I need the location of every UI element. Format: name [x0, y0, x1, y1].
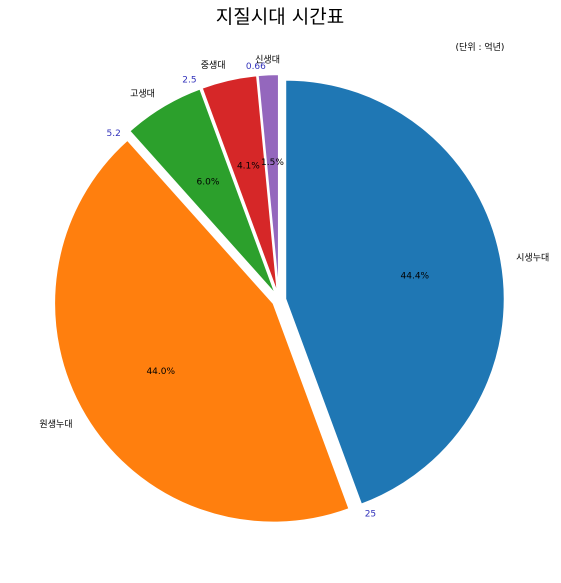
slice-2-percent-label: 44.0%: [146, 367, 175, 377]
slice-3-boundary-label: 2.5: [182, 76, 196, 86]
slice-1-percent-label: 44.4%: [401, 272, 430, 282]
slice-4-percent-label: 4.1%: [237, 161, 260, 171]
slice-2-name-label: 원생누대: [39, 419, 72, 430]
slice-2-boundary-label: 5.2: [107, 129, 121, 139]
slice-3-name-label: 고생대: [130, 88, 155, 99]
slice-4-boundary-label: 0.66: [246, 62, 266, 72]
slice-1: [284, 79, 506, 506]
slice-1-name-label: 시생누대: [516, 253, 549, 264]
unit-annotation: (단위 : 억년): [456, 41, 505, 53]
slice-3: [128, 87, 277, 295]
slice-2: [53, 139, 351, 524]
slice-5-percent-label: 1.5%: [261, 158, 284, 168]
slice-3-percent-label: 6.0%: [197, 178, 220, 188]
slice-5-name-label: 신생대: [255, 54, 280, 65]
chart-title: 지질시대 시간표: [216, 6, 344, 28]
slice-1-boundary-label: 25: [365, 510, 376, 520]
slice-4-name-label: 중생대: [201, 60, 226, 71]
pie-labels: 44.4% 시생누대 25 44.0% 원생누대 5.2 6.0% 고생대 2.5 4.1% 중생대…: [39, 54, 549, 519]
pie-slices: [53, 73, 506, 524]
slice-4: [200, 74, 279, 294]
slice-5: [257, 73, 280, 294]
